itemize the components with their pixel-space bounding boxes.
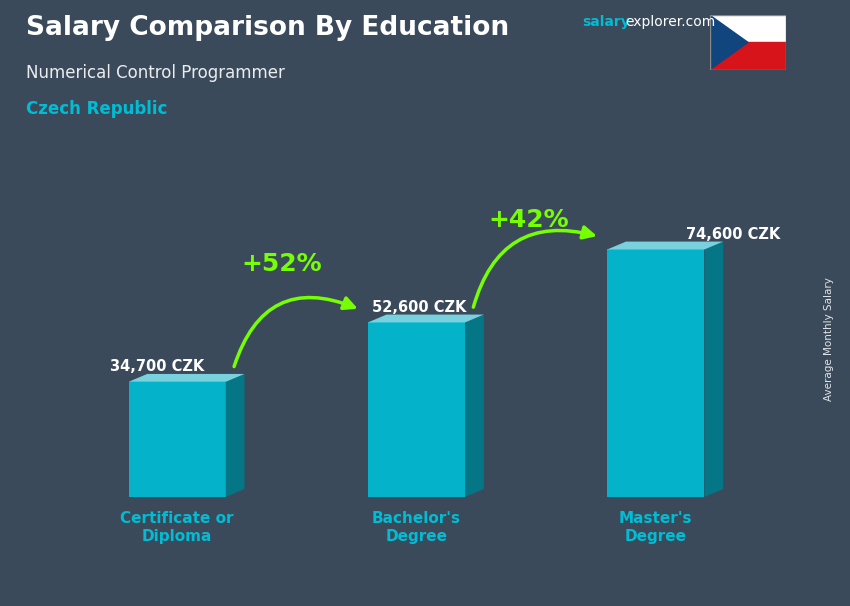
Text: salary: salary — [582, 15, 630, 29]
Polygon shape — [607, 250, 705, 497]
Text: 74,600 CZK: 74,600 CZK — [686, 227, 780, 242]
Text: Czech Republic: Czech Republic — [26, 100, 167, 118]
Polygon shape — [128, 382, 226, 497]
Text: 34,700 CZK: 34,700 CZK — [110, 359, 204, 374]
Text: +52%: +52% — [241, 252, 322, 276]
Text: Bachelor's
Degree: Bachelor's Degree — [372, 511, 461, 544]
Polygon shape — [710, 15, 748, 70]
Text: Average Monthly Salary: Average Monthly Salary — [824, 278, 834, 401]
Text: +42%: +42% — [489, 208, 569, 231]
Polygon shape — [128, 374, 245, 382]
Polygon shape — [226, 374, 245, 497]
Text: Salary Comparison By Education: Salary Comparison By Education — [26, 15, 508, 41]
Polygon shape — [607, 242, 723, 250]
Text: Master's
Degree: Master's Degree — [619, 511, 693, 544]
Text: explorer.com: explorer.com — [625, 15, 715, 29]
Polygon shape — [705, 242, 723, 497]
Polygon shape — [465, 315, 484, 497]
Polygon shape — [368, 315, 484, 322]
Bar — [710, 15, 786, 42]
Text: Certificate or
Diploma: Certificate or Diploma — [121, 511, 234, 544]
Bar — [710, 42, 786, 70]
Text: 52,600 CZK: 52,600 CZK — [371, 299, 466, 315]
Polygon shape — [368, 322, 465, 497]
Text: Numerical Control Programmer: Numerical Control Programmer — [26, 64, 285, 82]
